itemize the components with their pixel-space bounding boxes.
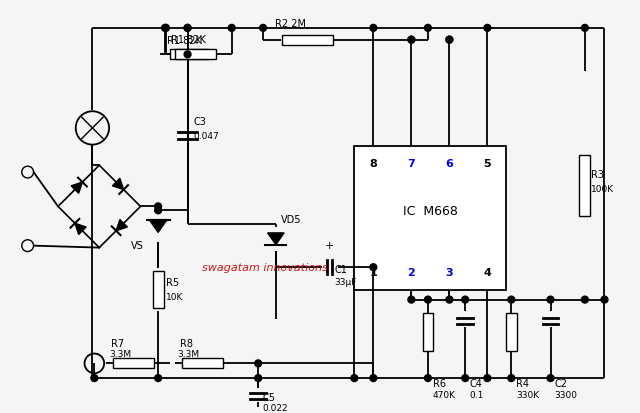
Circle shape — [255, 375, 262, 382]
Text: 10K: 10K — [166, 292, 183, 301]
Text: 0.022: 0.022 — [262, 404, 288, 413]
Text: 3.3M: 3.3M — [109, 350, 131, 358]
Circle shape — [446, 297, 453, 303]
Circle shape — [424, 375, 431, 382]
Circle shape — [461, 375, 468, 382]
Bar — [113, 358, 154, 368]
Text: 8: 8 — [369, 159, 377, 169]
Bar — [579, 156, 590, 216]
Circle shape — [184, 25, 191, 32]
Circle shape — [408, 297, 415, 303]
Text: 0.1: 0.1 — [469, 390, 483, 399]
Circle shape — [184, 52, 191, 59]
Circle shape — [446, 37, 453, 44]
Circle shape — [370, 375, 377, 382]
Circle shape — [508, 375, 515, 382]
Text: 330K: 330K — [516, 390, 540, 399]
Circle shape — [260, 25, 266, 32]
Circle shape — [255, 360, 262, 367]
Text: 6: 6 — [445, 159, 453, 169]
Text: 3: 3 — [445, 268, 453, 278]
Text: R1 82K: R1 82K — [167, 36, 202, 45]
Circle shape — [547, 375, 554, 382]
Circle shape — [408, 37, 415, 44]
Text: R6: R6 — [433, 378, 446, 388]
Polygon shape — [116, 220, 127, 231]
Text: C1: C1 — [335, 264, 348, 275]
Polygon shape — [268, 233, 284, 245]
Text: +: + — [325, 240, 334, 250]
Text: R4: R4 — [516, 378, 529, 388]
Text: 4: 4 — [483, 268, 492, 278]
Text: 470K: 470K — [433, 390, 456, 399]
Bar — [153, 271, 164, 309]
Text: R5: R5 — [166, 277, 179, 287]
Circle shape — [161, 25, 168, 32]
Text: 100K: 100K — [591, 185, 614, 194]
Circle shape — [601, 297, 608, 303]
Circle shape — [370, 264, 377, 271]
Bar — [422, 313, 433, 351]
Circle shape — [424, 297, 431, 303]
Polygon shape — [113, 179, 124, 190]
Polygon shape — [71, 183, 83, 194]
Bar — [506, 313, 516, 351]
Circle shape — [155, 375, 161, 382]
Text: 33μF: 33μF — [335, 277, 357, 286]
Text: R3: R3 — [591, 170, 604, 180]
Text: IC  M668: IC M668 — [403, 204, 458, 218]
Bar — [282, 36, 333, 45]
Text: swagatam innovations: swagatam innovations — [202, 263, 328, 273]
Circle shape — [508, 297, 515, 303]
Circle shape — [155, 207, 161, 214]
Circle shape — [547, 297, 554, 303]
Polygon shape — [75, 224, 86, 235]
Text: 2: 2 — [408, 268, 415, 278]
Polygon shape — [149, 220, 167, 233]
Text: C4: C4 — [469, 378, 482, 388]
Circle shape — [351, 375, 358, 382]
Circle shape — [484, 25, 491, 32]
Circle shape — [461, 297, 468, 303]
Circle shape — [424, 25, 431, 32]
Circle shape — [163, 25, 170, 32]
Text: 7: 7 — [408, 159, 415, 169]
Circle shape — [91, 375, 98, 382]
Circle shape — [370, 25, 377, 32]
Bar — [182, 358, 223, 368]
Text: C5: C5 — [262, 392, 275, 402]
Circle shape — [582, 25, 588, 32]
Text: 1: 1 — [369, 268, 377, 278]
Text: R8: R8 — [180, 338, 193, 348]
Circle shape — [582, 297, 588, 303]
Text: C2: C2 — [554, 378, 568, 388]
Text: VD5: VD5 — [281, 215, 301, 225]
Bar — [175, 50, 216, 60]
Bar — [355, 146, 506, 290]
Text: R1 82K: R1 82K — [171, 35, 205, 45]
Text: R2 2M: R2 2M — [275, 19, 306, 29]
Bar — [170, 50, 209, 60]
Circle shape — [408, 37, 415, 44]
Text: C3: C3 — [193, 117, 206, 127]
Circle shape — [484, 375, 491, 382]
Circle shape — [155, 204, 161, 210]
Text: 3300: 3300 — [554, 390, 577, 399]
Text: R7: R7 — [111, 338, 124, 348]
Text: 3.3M: 3.3M — [178, 350, 200, 358]
Text: 5: 5 — [484, 159, 491, 169]
Circle shape — [228, 25, 235, 32]
Text: 0.047: 0.047 — [193, 131, 219, 140]
Circle shape — [184, 25, 191, 32]
Circle shape — [446, 37, 453, 44]
Text: VS: VS — [131, 240, 143, 250]
